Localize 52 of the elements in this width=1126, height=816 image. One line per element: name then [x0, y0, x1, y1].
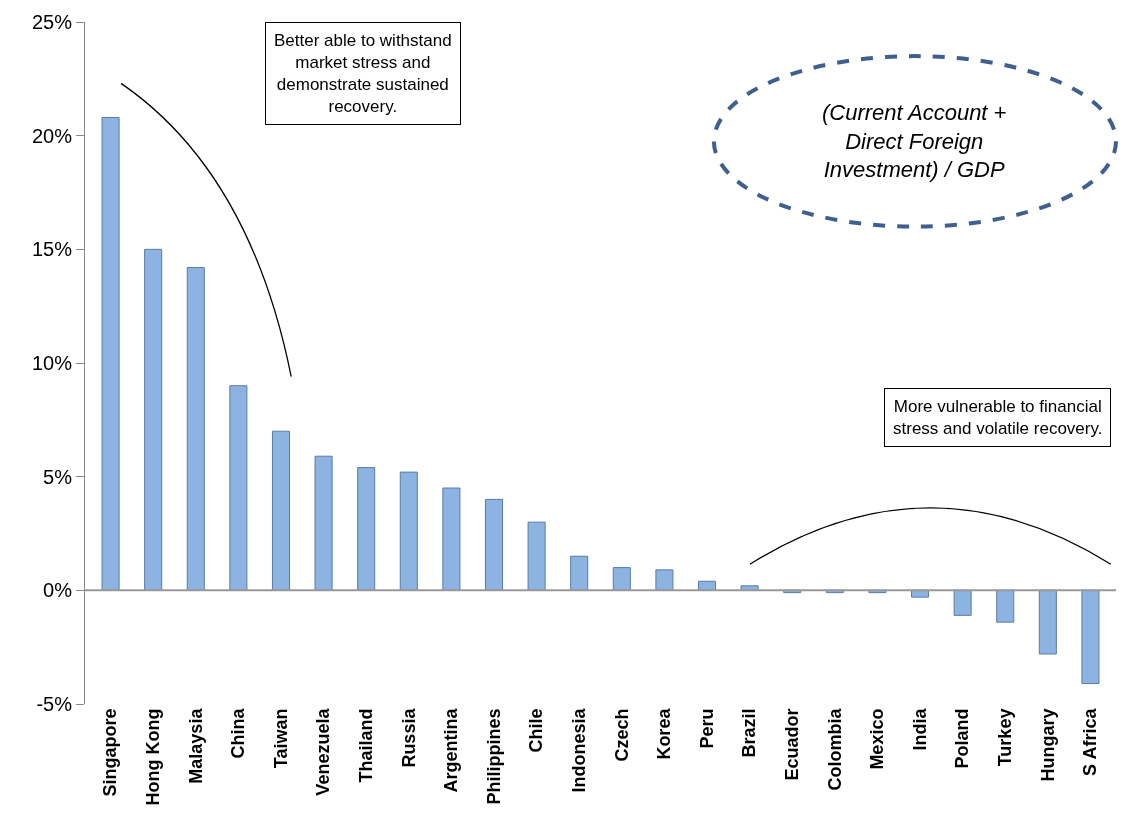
bar — [442, 487, 461, 591]
bar — [271, 430, 290, 591]
x-tick-label: Peru — [696, 708, 717, 749]
x-tick-label: Poland — [952, 708, 973, 769]
bar — [655, 569, 674, 591]
x-tick-label: Philippines — [483, 708, 504, 805]
x-tick-label: China — [228, 707, 249, 759]
bar — [229, 385, 248, 591]
x-tick-label: Czech — [611, 708, 632, 762]
bar — [101, 116, 120, 591]
x-tick-label: Brazil — [739, 708, 760, 758]
x-tick-label: Taiwan — [270, 708, 291, 769]
bar — [186, 267, 205, 591]
y-tick-label: 15% — [31, 238, 73, 261]
bar — [144, 248, 163, 591]
bar — [314, 455, 333, 591]
x-tick-label: Argentina — [441, 707, 462, 793]
x-tick-label: Korea — [654, 707, 675, 760]
bar — [357, 467, 376, 591]
x-tick-label: Turkey — [995, 708, 1016, 767]
x-tick-label: Thailand — [356, 708, 377, 783]
y-tick-label: -5% — [36, 693, 73, 715]
x-tick-label: Chile — [526, 708, 547, 753]
x-tick-label: Russia — [398, 707, 419, 768]
x-tick-label: Hungary — [1037, 708, 1058, 782]
bar — [612, 567, 631, 591]
x-tick-label: Venezuela — [313, 707, 334, 796]
x-tick-label: Mexico — [867, 708, 888, 770]
bar — [953, 589, 972, 616]
x-tick-label: Malaysia — [185, 707, 206, 784]
x-tick-label: India — [909, 707, 930, 751]
annotation: More vulnerable to financial stress and volatile recovery. — [893, 397, 1103, 439]
y-tick-label: 0% — [43, 579, 73, 602]
bar — [399, 471, 418, 591]
x-tick-label: Colombia — [824, 707, 845, 791]
bar — [1081, 589, 1100, 685]
y-tick-label: 10% — [31, 352, 73, 374]
x-tick-label: Singapore — [100, 708, 121, 797]
y-tick-label: 20% — [31, 124, 73, 147]
x-tick-label: S Africa — [1080, 707, 1101, 776]
x-tick-label: Ecuador — [782, 708, 803, 781]
y-tick-label: 5% — [43, 465, 73, 488]
bar — [527, 521, 546, 591]
x-tick-label: Hong Kong — [143, 708, 164, 806]
y-tick-label: 25% — [31, 11, 73, 33]
bar — [570, 555, 589, 591]
annotation: (Current Account + Direct Foreign Investment) / GDP — [822, 100, 1007, 183]
bar — [996, 589, 1015, 623]
x-tick-label: Indonesia — [569, 707, 590, 793]
bar — [1038, 589, 1057, 655]
bar — [484, 498, 504, 591]
annotation: Better able to withstand market stress and demonstrate sustained recovery. — [274, 31, 452, 117]
